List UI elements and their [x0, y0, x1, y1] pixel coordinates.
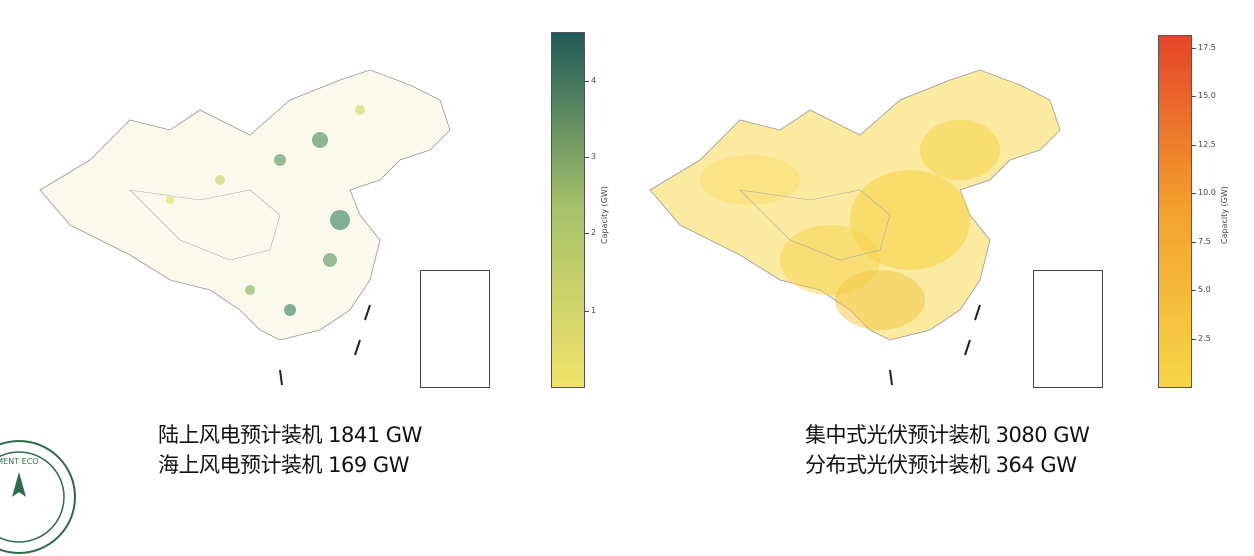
logo-emblem: ONMENT ECO: [0, 451, 65, 543]
centralized-solar-caption: 集中式光伏预计装机 3080 GW: [805, 423, 1090, 447]
province-borders: [129, 189, 281, 261]
offshore-wind-caption: 海上风电预计装机 169 GW: [158, 453, 409, 477]
nine-dash-line: [889, 304, 981, 386]
wind-hotspots: [166, 105, 365, 316]
wind-caption: 陆上风电预计装机 1841 GW 海上风电预计装机 169 GW: [158, 420, 422, 480]
solar-colorbar-tick: 17.5: [1192, 43, 1216, 52]
solar-capacity-map-panel: 2.5 5.0 7.5 10.0 12.5 15.0 17.5 Capacity…: [630, 0, 1250, 400]
logo-text: ONMENT ECO: [0, 457, 39, 466]
nine-dash-line: [279, 304, 371, 386]
wind-colorbar-tick: 4: [584, 76, 597, 85]
solar-capacity-map: [649, 69, 1061, 386]
south-china-sea-inset: [1033, 270, 1103, 388]
solar-colorbar-tick: 7.5: [1192, 237, 1211, 246]
organization-logo: ONMENT ECO: [0, 440, 76, 554]
wind-colorbar-label: Capacity (GW): [600, 186, 609, 244]
solar-hotspots: [700, 120, 1000, 330]
solar-colorbar-tick: 2.5: [1192, 334, 1211, 343]
wind-capacity-map: [39, 69, 451, 386]
solar-colorbar-tick: 12.5: [1192, 140, 1216, 149]
solar-colorbar-label: Capacity (GW): [1220, 186, 1229, 244]
wind-colorbar-tick: 2: [584, 228, 597, 237]
solar-caption: 集中式光伏预计装机 3080 GW 分布式光伏预计装机 364 GW: [805, 420, 1090, 480]
solar-colorbar-tick: 5.0: [1192, 285, 1211, 294]
wind-colorbar: [551, 32, 585, 388]
solar-colorbar-tick: 10.0: [1192, 188, 1216, 197]
province-borders: [739, 189, 891, 261]
onshore-wind-caption: 陆上风电预计装机 1841 GW: [158, 423, 422, 447]
south-china-sea-inset: [420, 270, 490, 388]
solar-colorbar-tick: 15.0: [1192, 91, 1216, 100]
china-outline: [39, 69, 451, 341]
wind-colorbar-tick: 1: [584, 306, 597, 315]
solar-colorbar: [1158, 35, 1192, 388]
wind-colorbar-tick: 3: [584, 152, 597, 161]
distributed-solar-caption: 分布式光伏预计装机 364 GW: [805, 453, 1077, 477]
wind-capacity-map-panel: 1 2 3 4 Capacity (GW): [20, 0, 620, 400]
